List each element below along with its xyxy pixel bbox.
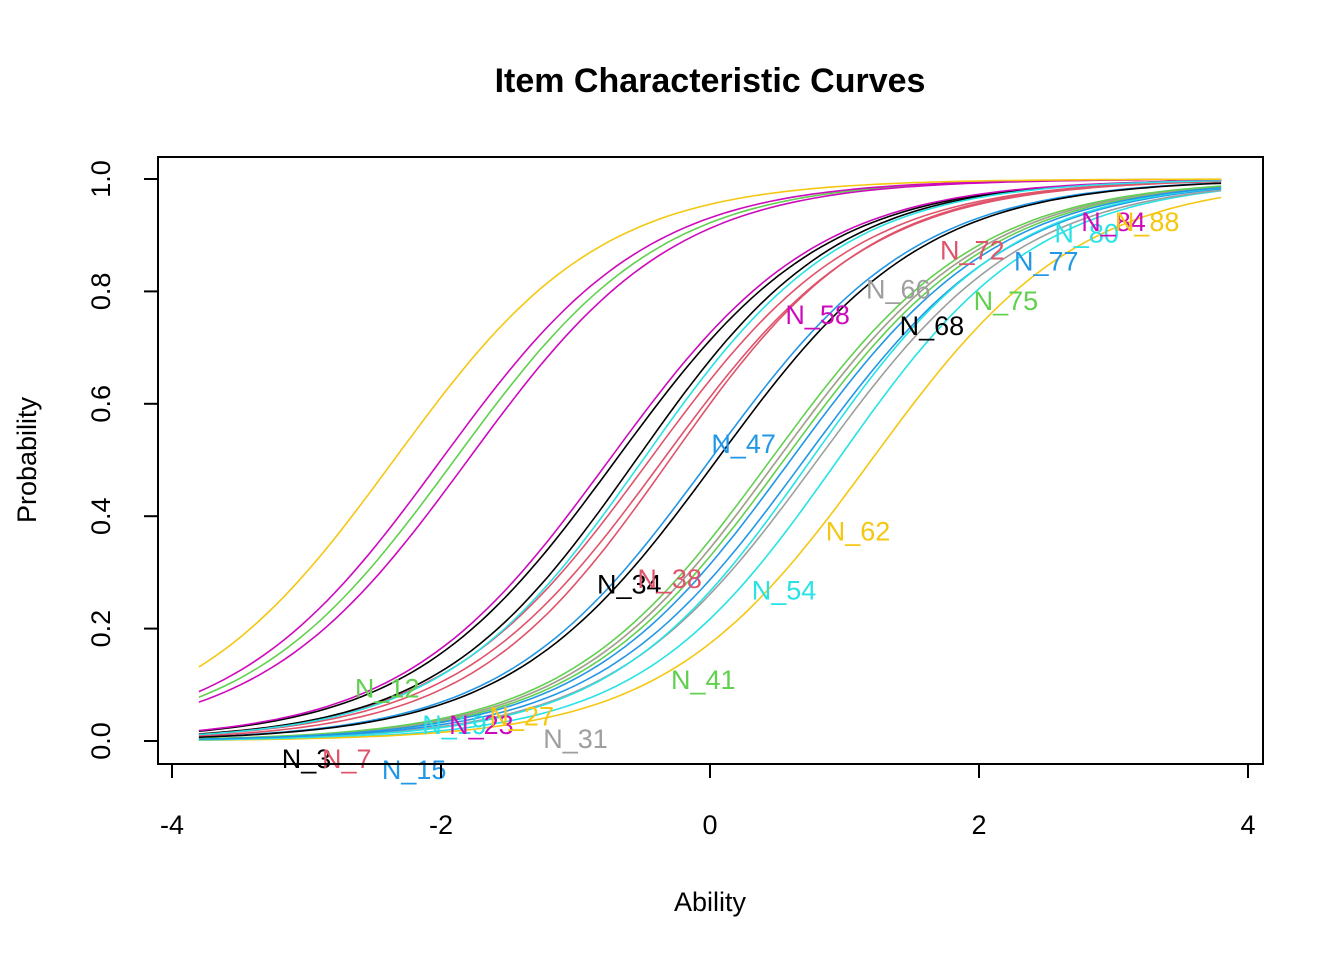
series-label-n-3: N_3 [282, 744, 332, 774]
series-label-n-80: N_80 [1054, 218, 1119, 248]
series-label-n-58: N_58 [785, 300, 850, 330]
series-label-n-54: N_54 [752, 575, 817, 605]
series-label-n-47: N_47 [711, 429, 776, 459]
series-label-n-31: N_31 [543, 724, 608, 754]
series-label-n-77: N_77 [1014, 247, 1079, 277]
series-labels: N_3N_7 N_12 N_15 N_19N_23N_27N_31 N_34N_38 N_… [282, 207, 1180, 785]
series-label-n-23: N_23 [449, 710, 514, 740]
series-curve-n-72 [198, 180, 1222, 736]
series-label-n-15: N_15 [382, 755, 447, 785]
series-label-n-68: N_68 [900, 311, 965, 341]
y-tick-label: 0.4 [86, 497, 116, 535]
series-label-n-7: N_7 [322, 744, 372, 774]
y-tick-label: 0.8 [86, 273, 116, 311]
series-label-n-41: N_41 [671, 665, 736, 695]
series-curve-n-38 [198, 180, 1222, 737]
series-label-n-62: N_62 [826, 516, 891, 546]
series-curve-n-58 [198, 179, 1222, 732]
series-label-n-84: N_84 [1081, 207, 1146, 237]
x-tick-label: 4 [1240, 810, 1255, 840]
series-label-n-66: N_66 [866, 275, 931, 305]
series-curve-n-68 [198, 182, 1222, 739]
y-tick-label: 0.0 [86, 722, 116, 760]
x-tick-label: 2 [971, 810, 986, 840]
series-label-n-27: N_27 [489, 702, 554, 732]
series-curve-n-54 [198, 187, 1222, 741]
series-curves [198, 178, 1222, 741]
y-tick-label: 0.6 [86, 385, 116, 423]
x-tick-label: -2 [429, 810, 453, 840]
y-axis: 0.0 0.2 0.4 0.6 0.8 1.0 [86, 160, 159, 760]
series-curve-n-75 [198, 185, 1222, 740]
series-curve-n-80 [198, 179, 1222, 736]
y-tick-label: 0.2 [86, 610, 116, 648]
series-curve-n-77 [198, 186, 1222, 740]
series-curve-n-27 [198, 196, 1222, 741]
chart-title: Item Characteristic Curves [495, 62, 926, 100]
x-axis: -4 -2 0 2 4 [160, 763, 1256, 840]
series-label-n-34: N_34 [597, 570, 662, 600]
series-label-n-19: N_19 [422, 710, 487, 740]
y-tick-label: 1.0 [86, 160, 116, 198]
x-tick-label: -4 [160, 810, 184, 840]
series-label-n-88: N_88 [1115, 207, 1180, 237]
series-curve-n-15 [198, 182, 1222, 738]
x-axis-label: Ability [674, 887, 747, 917]
series-label-n-75: N_75 [974, 286, 1039, 316]
series-curve-n-88 [198, 178, 1222, 668]
series-curve-n-84 [198, 178, 1222, 703]
x-tick-label: 0 [702, 810, 717, 840]
y-axis-label: Probability [12, 396, 42, 523]
series-curve-n-47 [198, 188, 1222, 741]
series-label-n-38: N_38 [637, 564, 702, 594]
series-label-n-12: N_12 [355, 674, 420, 704]
series-label-n-72: N_72 [940, 235, 1005, 265]
